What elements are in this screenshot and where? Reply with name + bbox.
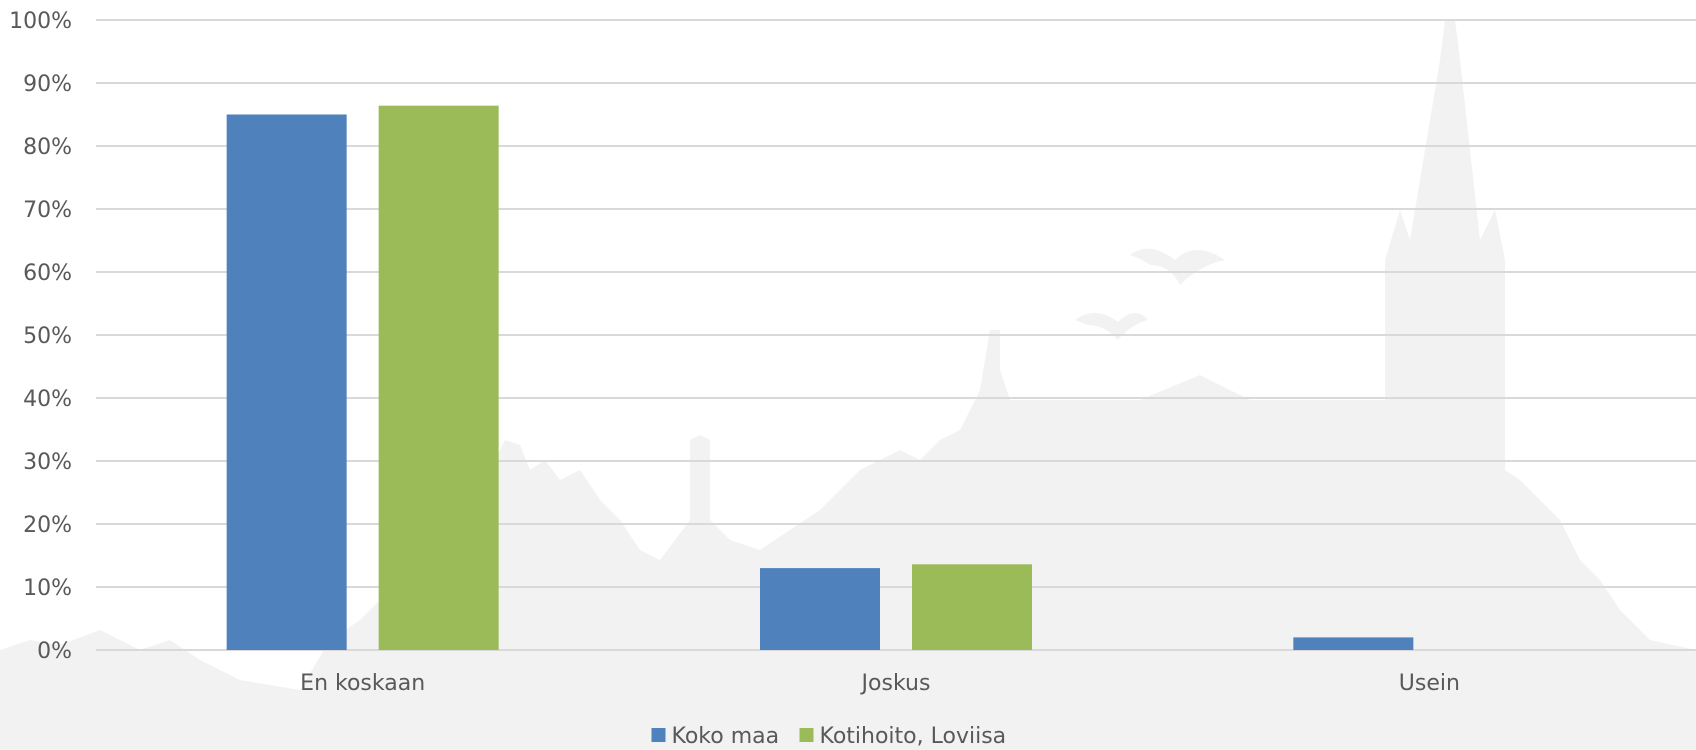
y-tick-label: 60% [23, 261, 72, 286]
y-tick-label: 0% [37, 639, 72, 664]
y-tick-label: 70% [23, 198, 72, 223]
legend-swatch [799, 728, 814, 742]
y-tick-label: 40% [23, 387, 72, 412]
legend-swatch [651, 728, 666, 742]
y-tick-label: 90% [23, 72, 72, 97]
y-axis-tick-labels: 0% 10% 20% 30% 40% 50% 60% 70% 80% 90% 100% [9, 9, 72, 664]
bar-kotihoito-loviisa-1 [912, 564, 1032, 650]
bar-koko-maa-2 [1293, 637, 1414, 650]
gridlines [96, 19, 1696, 651]
bar-koko-maa-0 [226, 114, 347, 650]
bar-koko-maa-1 [760, 568, 880, 650]
bars [226, 105, 1414, 651]
bar-kotihoito-loviisa-0 [378, 105, 499, 651]
y-tick-label: 30% [23, 450, 72, 475]
legend-label: Kotihoito, Loviisa [820, 724, 1007, 749]
x-category-label: En koskaan [300, 671, 425, 696]
x-axis-category-labels: En koskaan Joskus Usein [300, 671, 1460, 696]
x-category-label: Joskus [860, 671, 931, 696]
y-tick-label: 50% [23, 324, 72, 349]
y-tick-label: 100% [9, 9, 72, 34]
y-tick-label: 10% [23, 576, 72, 601]
y-tick-label: 20% [23, 513, 72, 538]
legend: Koko maa Kotihoito, Loviisa [651, 724, 1007, 749]
legend-label: Koko maa [672, 724, 780, 749]
y-tick-label: 80% [23, 135, 72, 160]
x-category-label: Usein [1399, 671, 1460, 696]
